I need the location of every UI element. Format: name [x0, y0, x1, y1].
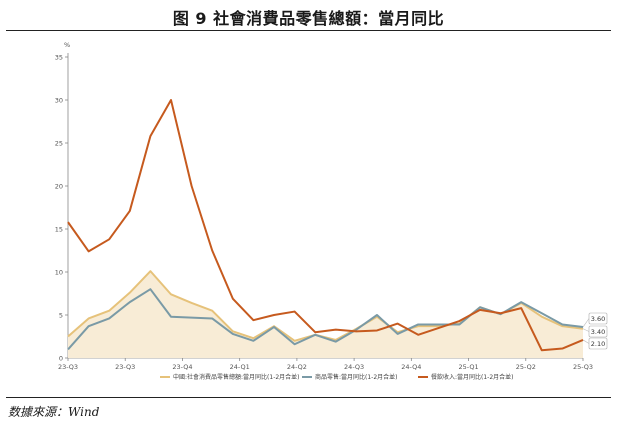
series-area-fill — [68, 271, 583, 358]
x-tick-label: 24-Q2 — [287, 363, 307, 371]
x-tick-label: 24-Q4 — [401, 363, 421, 371]
y-tick-label: 0 — [59, 354, 63, 362]
x-tick-label: 25-Q1 — [459, 363, 479, 371]
y-tick-label: 35 — [55, 53, 63, 61]
legend-item-catering: 餐飲收入:當月同比(1-2月合並) — [431, 373, 514, 381]
x-tick-label: 23-Q3 — [58, 363, 78, 371]
end-label-value: 3.60 — [591, 315, 605, 323]
bottom-rule — [6, 397, 611, 398]
end-label-box — [588, 312, 608, 325]
x-tick-label: 25-Q2 — [516, 363, 536, 371]
y-tick-label: 25 — [55, 139, 63, 147]
end-label-value: 2.10 — [591, 340, 605, 348]
x-tick-label: 23-Q4 — [172, 363, 192, 371]
y-tick-label: 10 — [55, 268, 63, 276]
series-line-catering — [67, 99, 584, 352]
y-unit-label: % — [64, 41, 70, 49]
top-rule — [6, 30, 611, 31]
end-label-box — [588, 325, 608, 338]
end-label-leader — [582, 328, 590, 332]
y-tick-label: 20 — [55, 182, 63, 190]
end-label-value: 3.40 — [591, 328, 605, 336]
y-tick-label: 5 — [59, 311, 63, 319]
x-tick-label: 23-Q3 — [115, 363, 135, 371]
x-tick-label: 24-Q3 — [344, 363, 364, 371]
end-label-box — [588, 337, 608, 350]
x-tick-label: 24-Q1 — [230, 363, 250, 371]
legend-item-total-retail: 中國:社會消費品零售總額:當月同比(1-2月合並) — [173, 373, 300, 381]
source-note: 数據來源：Wind — [8, 405, 100, 419]
y-tick-label: 15 — [55, 225, 63, 233]
chart-title: 图 9 社會消費品零售總額：當月同比 — [172, 9, 445, 28]
x-tick-label: 25-Q3 — [573, 363, 593, 371]
end-label-leader — [582, 318, 590, 328]
legend-item-goods-retail: 商品零售:當月同比(1-2月合並) — [315, 373, 398, 381]
end-label-leader — [582, 339, 590, 344]
chart-canvas: % 0 5 10 15 20 25 30 35 23-Q3 23-Q3 23-Q4 24-Q1 24-Q2… — [55, 41, 608, 381]
y-tick-label: 30 — [55, 96, 63, 104]
